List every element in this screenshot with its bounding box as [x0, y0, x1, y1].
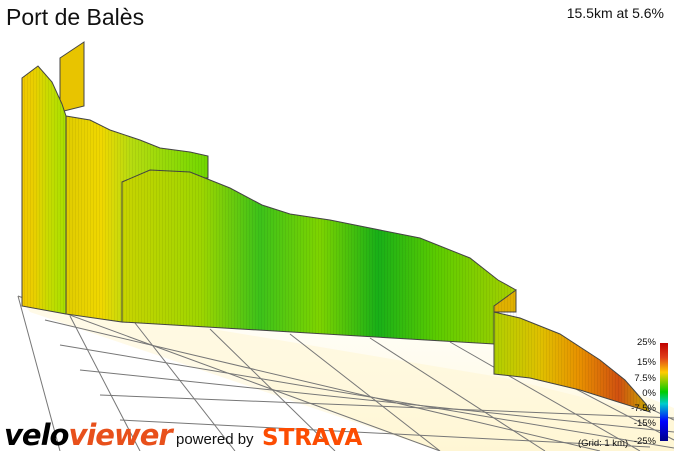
floor-plane — [18, 296, 674, 451]
legend-tick: -7.5% — [631, 403, 656, 414]
logo-part-viewer: viewer — [68, 418, 172, 452]
floor-grid — [17, 295, 674, 451]
powered-by-label: powered by — [176, 431, 254, 448]
gradient-legend: 25% 15% 7.5% 0% -7.5% -15% -25% — [594, 337, 674, 447]
climb-summary: 15.5km at 5.6% — [566, 5, 664, 21]
gradient-color-bar — [660, 343, 668, 441]
veloviewer-logo[interactable]: veloviewer — [4, 418, 173, 452]
legend-tick: -25% — [633, 436, 656, 447]
logo-part-velo: velo — [4, 418, 69, 452]
grid-scale-note: (Grid: 1 km) — [578, 438, 629, 449]
legend-tick: 15% — [636, 357, 656, 368]
legend-tick: 0% — [642, 388, 656, 399]
elevation-profile — [21, 41, 651, 413]
legend-tick: 25% — [636, 337, 656, 348]
legend-tick: -15% — [633, 418, 656, 429]
branding-bar: veloviewer powered by STRAVA — [4, 418, 384, 452]
page-title: Port de Balès — [6, 4, 145, 30]
legend-tick: 7.5% — [634, 373, 656, 384]
strava-logo[interactable]: STRAVA — [262, 425, 363, 451]
